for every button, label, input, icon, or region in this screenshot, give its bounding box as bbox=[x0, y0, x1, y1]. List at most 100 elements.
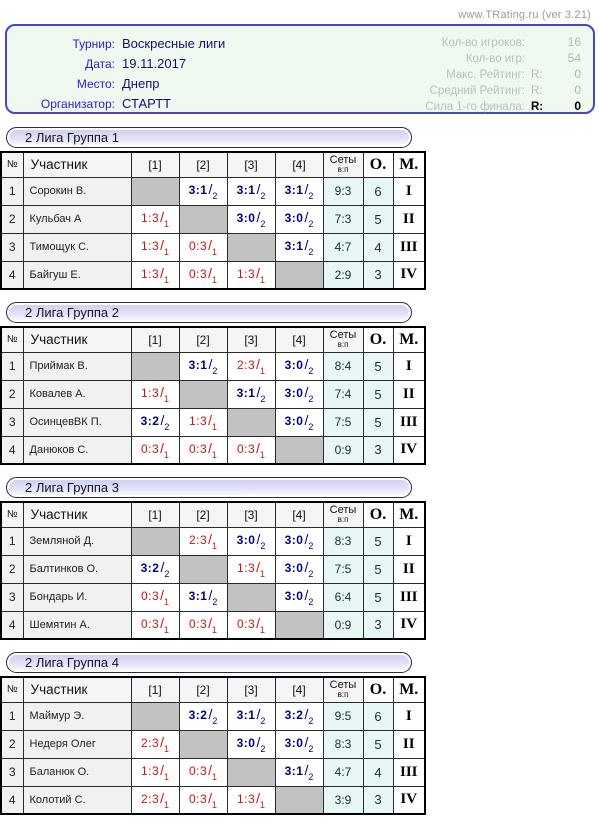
sets-ratio: 7:4 bbox=[322, 379, 364, 409]
match-score: 1:3 bbox=[140, 239, 160, 253]
match-score: 0:3 bbox=[188, 616, 208, 631]
fraction-slash: / bbox=[304, 384, 309, 400]
row-number: 3 bbox=[0, 407, 24, 437]
place-roman: IV bbox=[392, 610, 426, 640]
place-roman: I bbox=[392, 351, 426, 381]
match-score: 1:3 bbox=[188, 414, 208, 428]
group-title-bar: 2 Лига Группа 1 bbox=[6, 127, 412, 148]
match-score-cell: 3:1/2 bbox=[274, 176, 324, 206]
stat-row-max-rating: Макс. Рейтинг: R: 0 bbox=[425, 67, 581, 83]
diagonal-cell bbox=[178, 379, 228, 409]
fraction-slash: / bbox=[208, 439, 213, 456]
place-roman: IV bbox=[392, 260, 426, 290]
col-header-opponent-1: [1] bbox=[130, 326, 180, 353]
points-total: 3 bbox=[362, 610, 394, 640]
match-score-cell: 2:3/1 bbox=[178, 526, 228, 556]
match-points: 2 bbox=[308, 597, 314, 607]
match-score-cell: 3:1/2 bbox=[226, 379, 276, 409]
info-row-place: Место: Днепр bbox=[13, 74, 225, 94]
league-group-3: 2 Лига Группа 3 № Участник [1] [2] [3] [4] Сеты… bbox=[0, 477, 600, 640]
sets-ratio: 7:5 bbox=[322, 407, 364, 437]
match-score-cell: 0:3/1 bbox=[130, 582, 180, 612]
header-row: № Участник [1] [2] [3] [4] Сеты в:п О. М. bbox=[0, 676, 426, 703]
match-points: 2 bbox=[308, 191, 314, 201]
row-number: 3 bbox=[0, 232, 24, 262]
match-points: 1 bbox=[260, 366, 266, 376]
place-roman: II bbox=[392, 729, 426, 759]
match-points: 1 bbox=[164, 744, 170, 754]
place-roman: III bbox=[392, 757, 426, 787]
match-points: 2 bbox=[212, 597, 218, 607]
col-header-number: № bbox=[0, 676, 24, 703]
avg-rating-value: 0 bbox=[574, 83, 581, 97]
match-points: 1 bbox=[212, 274, 218, 285]
match-score: 3:1 bbox=[284, 764, 304, 778]
group-title-bar: 2 Лига Группа 3 bbox=[6, 477, 412, 498]
match-points: 2 bbox=[308, 219, 314, 229]
sets-header-sub: в:п bbox=[337, 689, 349, 699]
match-score-cell: 0:3/1 bbox=[178, 260, 228, 290]
diagonal-cell bbox=[130, 351, 180, 381]
col-header-opponent-4: [4] bbox=[274, 676, 324, 703]
diagonal-cell bbox=[274, 260, 324, 290]
row-number: 3 bbox=[0, 582, 24, 612]
col-header-opponent-4: [4] bbox=[274, 151, 324, 178]
sets-ratio: 3:9 bbox=[322, 785, 364, 815]
col-header-place: М. bbox=[392, 326, 426, 353]
fraction-slash: / bbox=[304, 356, 309, 372]
sets-ratio: 7:5 bbox=[322, 554, 364, 584]
tournament-label: Турнир: bbox=[72, 37, 115, 51]
fraction-slash: / bbox=[208, 264, 213, 281]
stat-row-players: Кол-во игроков: 16 bbox=[425, 35, 581, 51]
col-header-sets: Сеты в:п bbox=[322, 501, 364, 528]
fraction-slash: / bbox=[160, 412, 165, 428]
match-score: 3:1 bbox=[284, 239, 304, 253]
stat-row-avg-rating: Средний Рейтинг: R: 0 bbox=[425, 83, 581, 99]
fraction-slash: / bbox=[208, 706, 213, 722]
match-score: 3:1 bbox=[236, 708, 256, 722]
fraction-slash: / bbox=[256, 439, 261, 456]
col-header-opponent-3: [3] bbox=[226, 151, 276, 178]
group-title-bar: 2 Лига Группа 2 bbox=[6, 302, 412, 323]
match-score: 0:3 bbox=[236, 441, 256, 456]
match-score-cell: 3:0/2 bbox=[274, 379, 324, 409]
fraction-slash: / bbox=[256, 559, 261, 575]
diagonal-cell bbox=[226, 407, 276, 437]
sets-ratio: 8:3 bbox=[322, 526, 364, 556]
match-points: 2 bbox=[308, 569, 314, 579]
fraction-slash: / bbox=[256, 531, 261, 547]
sets-ratio: 8:4 bbox=[322, 351, 364, 381]
match-score-cell: 3:1/2 bbox=[178, 582, 228, 612]
fraction-slash: / bbox=[160, 209, 165, 225]
fraction-slash: / bbox=[160, 439, 165, 456]
sets-ratio: 4:7 bbox=[322, 757, 364, 787]
fraction-slash: / bbox=[160, 789, 165, 806]
match-score-cell: 1:3/1 bbox=[130, 204, 180, 234]
col-header-opponent-2: [2] bbox=[178, 501, 228, 528]
match-points: 2 bbox=[212, 191, 218, 201]
match-points: 2 bbox=[260, 541, 266, 551]
match-score: 1:3 bbox=[140, 764, 160, 778]
match-score: 3:0 bbox=[284, 414, 304, 428]
fraction-slash: / bbox=[256, 181, 261, 197]
match-score: 3:1 bbox=[236, 183, 256, 197]
match-score: 3:1 bbox=[236, 386, 256, 400]
match-points: 2 bbox=[260, 716, 266, 726]
top-bar: www.TRating.ru (ver 3.21) bbox=[0, 0, 600, 22]
diagonal-cell bbox=[178, 554, 228, 584]
match-score-cell: 1:3/1 bbox=[226, 260, 276, 290]
fraction-slash: / bbox=[208, 789, 213, 806]
match-points: 1 bbox=[260, 799, 266, 810]
match-score-cell: 1:3/1 bbox=[178, 407, 228, 437]
points-total: 4 bbox=[362, 757, 394, 787]
match-score-cell: 1:3/1 bbox=[130, 757, 180, 787]
match-score: 0:3 bbox=[140, 616, 160, 631]
fraction-slash: / bbox=[304, 706, 309, 722]
col-header-participant: Участник bbox=[22, 326, 132, 353]
fraction-slash: / bbox=[208, 181, 213, 197]
participant-name: Колотий С. bbox=[22, 785, 132, 815]
col-header-points: О. bbox=[362, 676, 394, 703]
col-header-participant: Участник bbox=[22, 676, 132, 703]
header-row: № Участник [1] [2] [3] [4] Сеты в:п О. М. bbox=[0, 501, 426, 528]
points-total: 3 bbox=[362, 435, 394, 465]
